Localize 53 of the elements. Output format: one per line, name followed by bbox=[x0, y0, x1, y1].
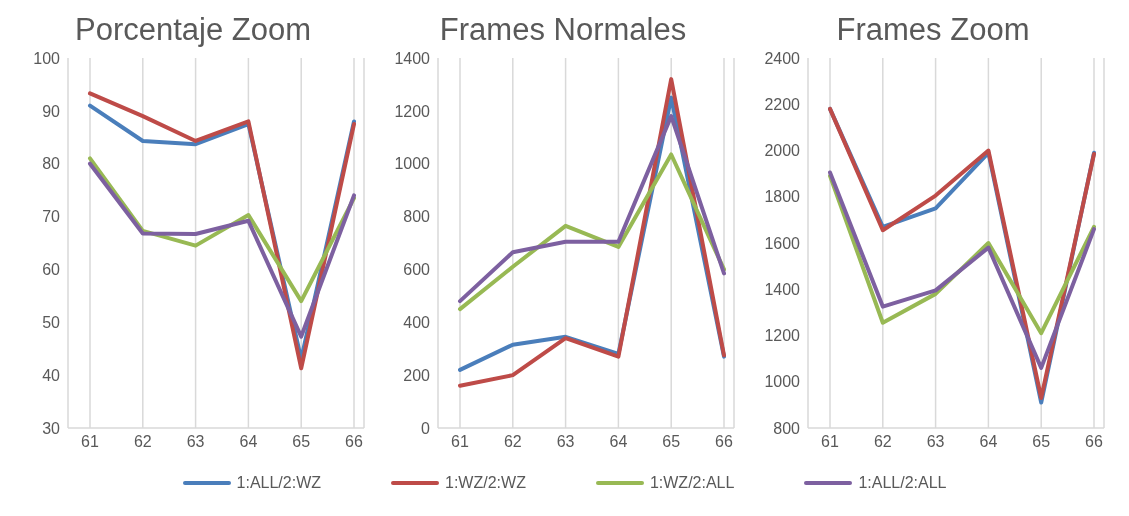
y-tick-label: 30 bbox=[42, 419, 61, 437]
line-series bbox=[458, 114, 726, 304]
y-tick-label: 1400 bbox=[764, 280, 801, 298]
legend-label: 1:ALL/2:ALL bbox=[858, 474, 947, 492]
x-tick-label: 65 bbox=[662, 433, 681, 451]
x-tick-label: 61 bbox=[451, 433, 469, 451]
y-tick-label: 1200 bbox=[394, 102, 431, 120]
y-tick-label: 50 bbox=[42, 313, 61, 331]
y-tick-label: 0 bbox=[421, 419, 431, 437]
x-tick-label: 65 bbox=[1032, 433, 1051, 451]
y-tick-label: 1400 bbox=[394, 49, 431, 67]
x-tick-label: 66 bbox=[345, 433, 363, 451]
x-tick-label: 63 bbox=[186, 433, 205, 451]
y-tick-label: 800 bbox=[773, 419, 801, 437]
x-tick-label: 62 bbox=[503, 433, 522, 451]
x-tick-label: 61 bbox=[81, 433, 99, 451]
x-tick-label: 64 bbox=[609, 433, 628, 451]
x-tick-label: 62 bbox=[873, 433, 892, 451]
line-series bbox=[828, 170, 1096, 370]
chart-title: Frames Zoom bbox=[836, 12, 1030, 47]
y-tick-label: 60 bbox=[42, 261, 61, 279]
y-tick-label: 1800 bbox=[764, 188, 801, 206]
y-tick-label: 80 bbox=[42, 155, 61, 173]
y-tick-label: 90 bbox=[42, 102, 61, 120]
y-tick-label: 1000 bbox=[394, 155, 431, 173]
y-tick-label: 600 bbox=[403, 261, 431, 279]
x-tick-label: 66 bbox=[715, 433, 733, 451]
x-tick-label: 64 bbox=[239, 433, 258, 451]
y-tick-label: 2400 bbox=[764, 49, 801, 67]
legend-label: 1:WZ/2:WZ bbox=[445, 474, 526, 492]
line-series bbox=[88, 161, 356, 339]
y-tick-label: 100 bbox=[33, 49, 61, 67]
legend-label: 1:ALL/2:WZ bbox=[236, 474, 322, 492]
x-tick-label: 63 bbox=[926, 433, 945, 451]
y-tick-label: 200 bbox=[403, 366, 431, 384]
y-tick-label: 2000 bbox=[764, 142, 801, 160]
y-tick-label: 2200 bbox=[764, 95, 801, 113]
y-tick-label: 800 bbox=[403, 208, 431, 226]
y-tick-label: 70 bbox=[42, 208, 61, 226]
legend-label: 1:WZ/2:ALL bbox=[649, 474, 735, 492]
x-tick-label: 65 bbox=[292, 433, 311, 451]
x-tick-label: 66 bbox=[1085, 433, 1103, 451]
y-tick-label: 1200 bbox=[764, 327, 801, 345]
x-tick-label: 64 bbox=[979, 433, 998, 451]
x-tick-label: 61 bbox=[821, 433, 839, 451]
chart-title: Porcentaje Zoom bbox=[74, 12, 312, 47]
chart-title: Frames Normales bbox=[439, 12, 687, 47]
y-tick-label: 40 bbox=[42, 366, 61, 384]
x-tick-label: 62 bbox=[133, 433, 152, 451]
x-tick-label: 63 bbox=[556, 433, 575, 451]
y-tick-label: 1000 bbox=[764, 373, 801, 391]
y-tick-label: 400 bbox=[403, 313, 431, 331]
y-tick-label: 1600 bbox=[764, 234, 801, 252]
